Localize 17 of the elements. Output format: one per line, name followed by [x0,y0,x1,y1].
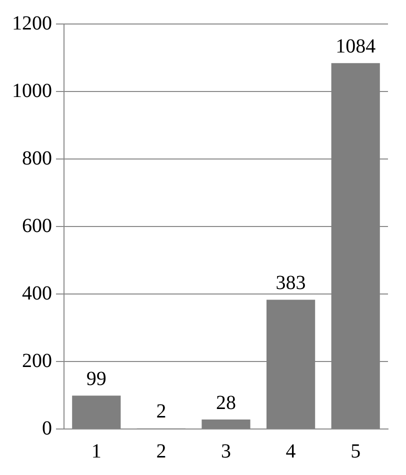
x-tick-label: 1 [91,440,102,462]
data-label: 1084 [336,35,376,58]
y-tick-label: 800 [22,147,52,170]
data-label: 99 [86,368,106,390]
x-tick-label: 2 [156,440,166,462]
y-tick-label: 1200 [12,12,52,34]
y-tick-label: 400 [22,282,52,304]
data-label: 2 [156,400,166,423]
y-tick-label: 1000 [12,80,52,102]
data-label: 383 [276,272,306,294]
data-label: 28 [216,392,236,414]
y-tick-label: 600 [22,214,52,237]
y-tick-label: 200 [22,350,52,372]
y-tick-label: 0 [42,417,52,440]
x-tick-label: 3 [221,440,231,462]
x-tick-label: 4 [286,440,296,462]
x-tick-label: 5 [350,440,361,462]
